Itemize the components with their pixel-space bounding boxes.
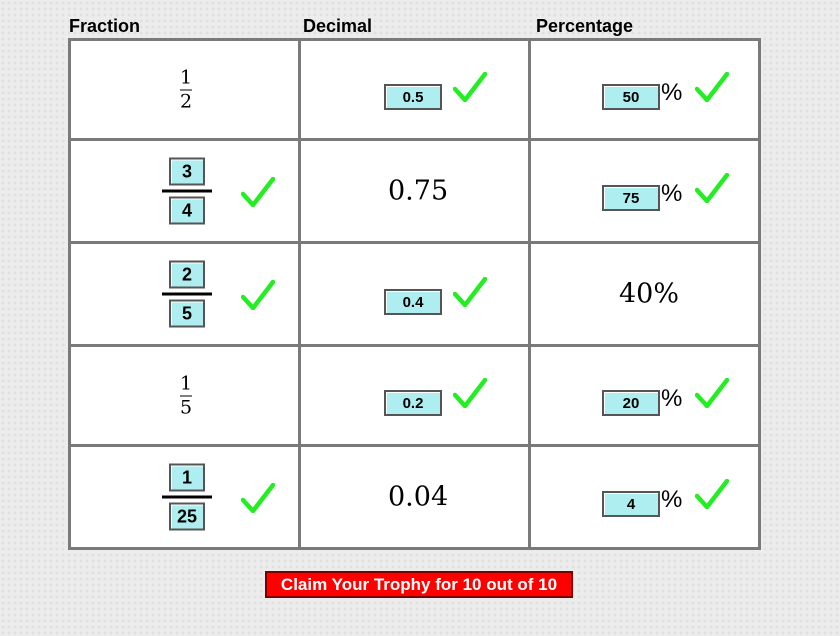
fraction-cell: 1 25 xyxy=(68,444,301,550)
decimal-cell: 0.04 xyxy=(298,444,531,550)
percentage-input[interactable]: 20 xyxy=(602,390,660,416)
decimal-input[interactable]: 0.5 xyxy=(384,84,442,110)
checkmark-icon xyxy=(695,173,729,203)
header-percentage: Percentage xyxy=(536,16,634,36)
checkmark-icon xyxy=(695,378,729,408)
conversion-table: 1 2 0.5 50 % 3 4 0.75 75 xyxy=(68,38,761,550)
table-row: 1 2 0.5 50 % xyxy=(68,38,761,141)
checkmark-icon xyxy=(695,479,729,509)
percent-sign: % xyxy=(661,180,683,207)
table-row: 1 5 0.2 20 % xyxy=(68,344,761,447)
decimal-cell: 0.2 xyxy=(298,344,531,447)
percentage-cell: 75 % xyxy=(528,138,761,244)
fraction-denominator: 2 xyxy=(179,90,193,112)
table-row: 3 4 0.75 75 % xyxy=(68,138,761,244)
percentage-cell: 4 % xyxy=(528,444,761,550)
percentage-cell: 40% xyxy=(528,241,761,347)
table-row: 1 25 0.04 4 % xyxy=(68,444,761,550)
decimal-input[interactable]: 0.4 xyxy=(384,289,442,315)
percent-sign: % xyxy=(661,385,683,412)
header-decimal: Decimal xyxy=(303,16,373,36)
decimal-cell: 0.5 xyxy=(298,38,531,141)
table-row: 2 5 0.4 40% xyxy=(68,241,761,347)
checkmark-icon xyxy=(453,277,487,307)
percentage-input[interactable]: 50 xyxy=(602,84,660,110)
decimal-value: 0.75 xyxy=(388,175,449,207)
checkmark-icon xyxy=(453,378,487,408)
checkmark-icon xyxy=(241,280,275,310)
denominator-input[interactable]: 25 xyxy=(169,502,205,531)
percentage-input[interactable]: 75 xyxy=(602,185,660,211)
fraction-numerator: 1 xyxy=(179,66,193,88)
fraction-cell: 1 2 xyxy=(68,38,301,141)
decimal-input[interactable]: 0.2 xyxy=(384,390,442,416)
decimal-value: 0.04 xyxy=(388,481,449,513)
percentage-cell: 50 % xyxy=(528,38,761,141)
numerator-input[interactable]: 2 xyxy=(169,260,205,289)
table-header: Fraction Decimal Percentage xyxy=(69,16,770,38)
percent-sign: % xyxy=(661,486,683,513)
checkmark-icon xyxy=(241,177,275,207)
percentage-value: 40% xyxy=(619,278,680,310)
fraction-static: 1 2 xyxy=(180,68,192,111)
checkmark-icon xyxy=(453,72,487,102)
decimal-cell: 0.4 xyxy=(298,241,531,347)
decimal-cell: 0.75 xyxy=(298,138,531,244)
fraction-cell: 2 5 xyxy=(68,241,301,347)
fraction-cell: 1 5 xyxy=(68,344,301,447)
fraction-numerator: 1 xyxy=(179,372,193,394)
percentage-cell: 20 % xyxy=(528,344,761,447)
percent-sign: % xyxy=(661,79,683,106)
numerator-input[interactable]: 1 xyxy=(169,463,205,492)
denominator-input[interactable]: 5 xyxy=(169,299,205,328)
fraction-inputs: 1 25 xyxy=(162,463,212,531)
claim-trophy-button[interactable]: Claim Your Trophy for 10 out of 10 xyxy=(265,571,573,598)
fraction-static: 1 5 xyxy=(180,374,192,417)
header-fraction: Fraction xyxy=(69,16,141,36)
fraction-denominator: 5 xyxy=(179,396,193,418)
fraction-cell: 3 4 xyxy=(68,138,301,244)
percentage-input[interactable]: 4 xyxy=(602,491,660,517)
numerator-input[interactable]: 3 xyxy=(169,157,205,186)
checkmark-icon xyxy=(241,483,275,513)
checkmark-icon xyxy=(695,72,729,102)
fraction-inputs: 3 4 xyxy=(162,157,212,225)
fraction-inputs: 2 5 xyxy=(162,260,212,328)
denominator-input[interactable]: 4 xyxy=(169,196,205,225)
